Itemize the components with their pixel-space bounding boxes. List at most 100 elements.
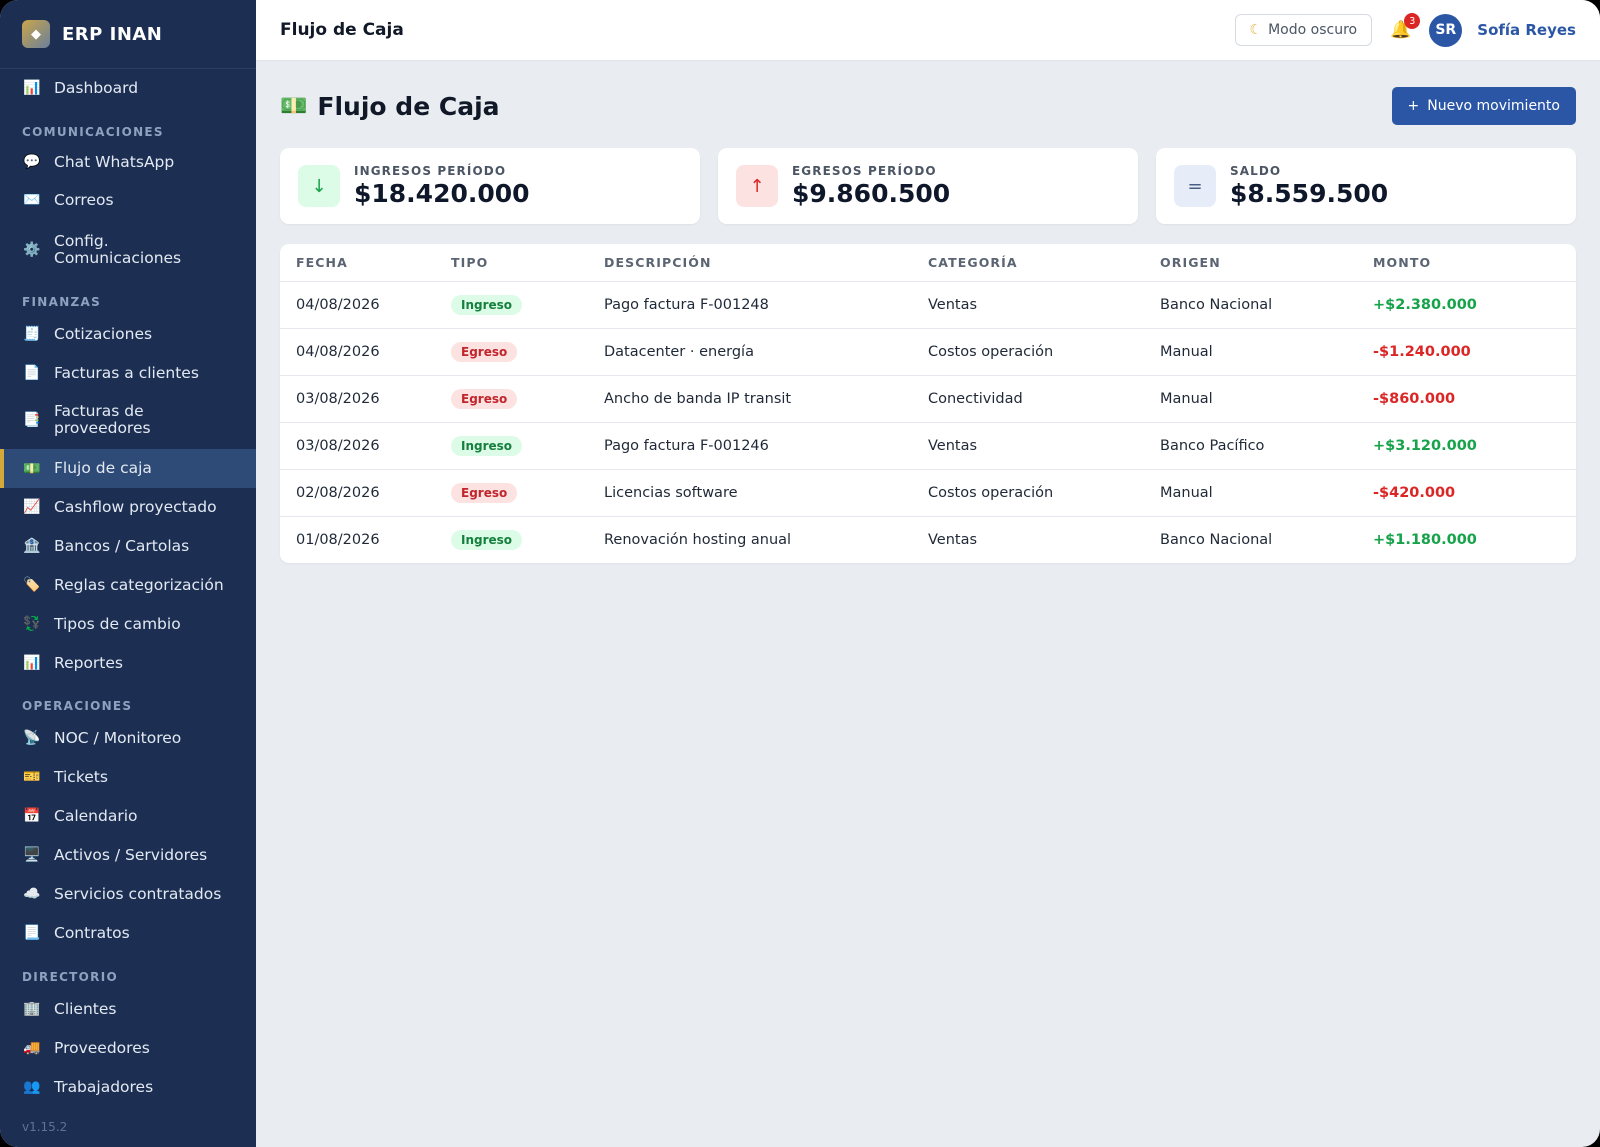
cell-categoria: Conectividad xyxy=(928,375,1160,423)
trend-icon: 📈 xyxy=(23,499,41,515)
cell-descripcion: Licencias software xyxy=(604,469,928,517)
truck-icon: 🚚 xyxy=(23,1040,41,1056)
sidebar-item-proveedores[interactable]: 🚚 Proveedores xyxy=(0,1038,256,1058)
sidebar-item-label: Calendario xyxy=(54,806,138,825)
users-icon: 👥 xyxy=(23,1079,41,1095)
chart-icon: 📊 xyxy=(23,80,41,96)
column-header-origen[interactable]: ORIGEN xyxy=(1160,244,1373,282)
sidebar-item-label: Proveedores xyxy=(54,1038,150,1057)
sidebar-item-label: Tipos de cambio xyxy=(54,614,181,633)
sidebar-item-cotizaciones[interactable]: 🧾 Cotizaciones xyxy=(0,324,256,344)
table-header-row: FECHA TIPO DESCRIPCIÓN CATEGORÍA ORIGEN … xyxy=(280,244,1576,282)
arrow-up-icon: ↑ xyxy=(736,165,778,207)
sidebar-item-contratos[interactable]: 📃 Contratos xyxy=(0,923,256,943)
balance-card: = SALDO $8.559.500 xyxy=(1156,148,1576,224)
table-row[interactable]: 04/08/2026 Ingreso Pago factura F-001248… xyxy=(280,281,1576,329)
sidebar-item-tipos-de-cambio[interactable]: 💱 Tipos de cambio xyxy=(0,614,256,634)
table-row[interactable]: 03/08/2026 Egreso Ancho de banda IP tran… xyxy=(280,375,1576,423)
cell-monto: +$1.180.000 xyxy=(1373,531,1477,548)
notification-badge: 3 xyxy=(1404,13,1421,29)
sidebar-item-facturas-clientes[interactable]: 📄 Facturas a clientes xyxy=(0,363,256,383)
table-row[interactable]: 04/08/2026 Egreso Datacenter · energía C… xyxy=(280,328,1576,376)
sidebar-item-calendario[interactable]: 📅 Calendario xyxy=(0,806,256,826)
sidebar-item-chat-whatsapp[interactable]: 💬 Chat WhatsApp xyxy=(0,152,256,172)
moon-icon: ☾ xyxy=(1249,22,1263,38)
notifications-button[interactable]: 🔔 3 xyxy=(1390,13,1421,40)
cell-origen: Banco Nacional xyxy=(1160,531,1273,548)
section-comunicaciones: COMUNICACIONES xyxy=(22,125,164,139)
sidebar: ◆ ERP INAN 📊 Dashboard COMUNICACIONES 💬 Ch… xyxy=(0,0,256,1147)
sidebar-item-label: Reglas categorización xyxy=(54,575,224,594)
equals-icon: = xyxy=(1174,165,1216,207)
dark-mode-button[interactable]: ☾ Modo oscuro xyxy=(1234,14,1373,46)
sidebar-item-trabajadores[interactable]: 👥 Trabajadores xyxy=(0,1077,256,1097)
type-badge: Egreso xyxy=(451,341,518,362)
cell-categoria: Costos operación xyxy=(928,328,1160,376)
cell-fecha: 01/08/2026 xyxy=(296,531,380,548)
income-label: INGRESOS PERÍODO xyxy=(354,164,507,178)
sidebar-item-label: Contratos xyxy=(54,923,130,942)
balance-label: SALDO xyxy=(1230,164,1282,178)
sidebar-item-flujo-de-caja[interactable]: 💵 Flujo de caja xyxy=(0,449,256,488)
cell-origen: Manual xyxy=(1160,328,1373,376)
cell-fecha: 03/08/2026 xyxy=(280,375,451,423)
sidebar-item-cashflow-proyectado[interactable]: 📈 Cashflow proyectado xyxy=(0,497,256,517)
cell-monto: -$860.000 xyxy=(1373,390,1456,407)
brand[interactable]: ◆ ERP INAN xyxy=(0,0,256,69)
type-badge: Ingreso xyxy=(451,435,523,456)
type-badge: Egreso xyxy=(451,482,518,503)
table-row[interactable]: 01/08/2026 Ingreso Renovación hosting an… xyxy=(280,516,1576,563)
sidebar-item-label: Facturas de proveedores xyxy=(54,402,151,437)
chart-icon: 📊 xyxy=(23,655,41,671)
sidebar-item-label: Bancos / Cartolas xyxy=(54,536,190,555)
gear-icon: ⚙️ xyxy=(23,242,41,258)
sidebar-item-label: Activos / Servidores xyxy=(54,845,208,864)
ticket-icon: 🎫 xyxy=(23,769,41,785)
cell-origen: Banco Pacífico xyxy=(1160,422,1373,470)
currency-exchange-icon: 💱 xyxy=(23,616,41,632)
main-area: Flujo de Caja ☾ Modo oscuro 🔔 3 SR Sofía… xyxy=(256,0,1600,1147)
table-row[interactable]: 02/08/2026 Egreso Licencias software Cos… xyxy=(280,469,1576,517)
column-header-monto[interactable]: MONTO xyxy=(1373,244,1576,282)
type-badge: Ingreso xyxy=(451,294,523,315)
user-name[interactable]: Sofía Reyes xyxy=(1477,21,1576,39)
cell-monto: +$3.120.000 xyxy=(1373,437,1477,454)
sidebar-item-activos[interactable]: 🖥️ Activos / Servidores xyxy=(0,845,256,865)
sidebar-item-bancos[interactable]: 🏦 Bancos / Cartolas xyxy=(0,536,256,556)
sidebar-item-dashboard[interactable]: 📊 Dashboard xyxy=(0,78,256,98)
money-icon: 💵 xyxy=(280,93,308,119)
sidebar-item-label: Config. Comunicaciones xyxy=(54,232,182,267)
sidebar-item-config-comunicaciones[interactable]: ⚙️ Config. Comunicaciones xyxy=(0,232,256,268)
sidebar-item-facturas-proveedores[interactable]: 📑 Facturas de proveedores xyxy=(0,402,256,438)
receipt-icon: 🧾 xyxy=(23,326,41,342)
balance-value: $8.559.500 xyxy=(1230,179,1389,208)
column-header-fecha[interactable]: FECHA xyxy=(280,244,451,282)
column-header-descripcion[interactable]: DESCRIPCIÓN xyxy=(604,244,928,282)
sidebar-item-label: Chat WhatsApp xyxy=(54,152,175,171)
sidebar-item-correos[interactable]: ✉️ Correos xyxy=(0,190,256,210)
topbar: Flujo de Caja ☾ Modo oscuro 🔔 3 SR Sofía… xyxy=(256,0,1600,61)
topbar-actions: ☾ Modo oscuro 🔔 3 SR Sofía Reyes xyxy=(1234,13,1576,47)
sidebar-item-reportes[interactable]: 📊 Reportes xyxy=(0,653,256,673)
chat-icon: 💬 xyxy=(23,154,41,170)
bank-icon: 🏦 xyxy=(23,538,41,554)
income-card: ↓ INGRESOS PERÍODO $18.420.000 xyxy=(280,148,700,224)
cell-descripcion: Datacenter · energía xyxy=(604,328,928,376)
section-operaciones: OPERACIONES xyxy=(22,699,133,713)
new-movement-button[interactable]: + Nuevo movimiento xyxy=(1391,87,1576,125)
sidebar-item-clientes[interactable]: 🏢 Clientes xyxy=(0,999,256,1019)
column-header-tipo[interactable]: TIPO xyxy=(451,244,604,282)
logo-icon: ◆ xyxy=(22,20,50,48)
cell-monto: -$420.000 xyxy=(1373,484,1456,501)
sidebar-item-reglas-categorizacion[interactable]: 🏷️ Reglas categorización xyxy=(0,575,256,595)
avatar[interactable]: SR xyxy=(1429,13,1463,47)
sidebar-item-servicios[interactable]: ☁️ Servicios contratados xyxy=(0,884,256,904)
cell-categoria: Costos operación xyxy=(928,469,1160,517)
cell-origen: Manual xyxy=(1160,469,1373,517)
column-header-categoria[interactable]: CATEGORÍA xyxy=(928,244,1160,282)
sidebar-item-noc[interactable]: 📡 NOC / Monitoreo xyxy=(0,728,256,748)
arrow-down-icon: ↓ xyxy=(298,165,340,207)
sidebar-item-tickets[interactable]: 🎫 Tickets xyxy=(0,767,256,787)
table-row[interactable]: 03/08/2026 Ingreso Pago factura F-001246… xyxy=(280,422,1576,470)
